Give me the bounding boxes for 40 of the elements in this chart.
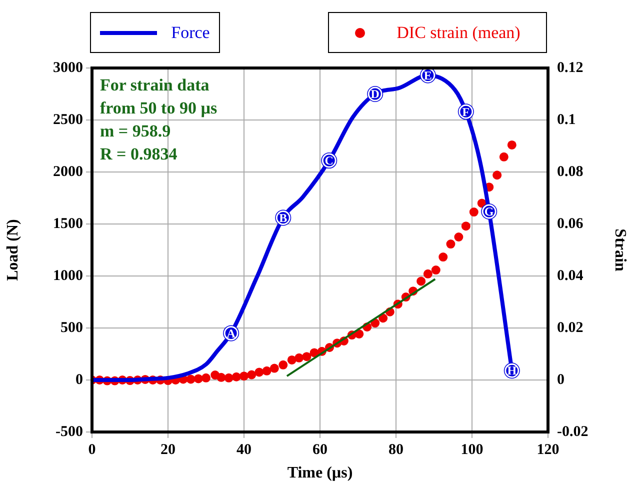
y-tick-label: -500 [56, 424, 83, 440]
x-tick-label: 0 [88, 442, 96, 458]
annotation: F [462, 104, 470, 119]
y2-tick-label: 0.08 [557, 164, 584, 180]
x-tick-label: 20 [160, 442, 176, 458]
annotation: H [507, 364, 518, 378]
y-tick-label: 0 [76, 372, 83, 388]
x-axis-title: Time (µs) [287, 464, 353, 482]
y-axis-title: Load (N) [4, 219, 22, 281]
y2-tick-label: 0.1 [557, 112, 576, 128]
y2-tick-label: 0.04 [557, 268, 584, 284]
annotation: A [226, 326, 236, 340]
annotation: C [324, 154, 334, 168]
x-tick-label: 80 [388, 442, 404, 458]
annotation: m = 958.9 [100, 121, 171, 140]
y-tick-label: 2500 [53, 112, 83, 128]
annotation: R = 0.9834 [100, 144, 178, 164]
legend-label: DIC strain (mean) [396, 22, 520, 42]
y2-tick-label: 0 [557, 372, 564, 388]
x-tick-label: 100 [460, 442, 484, 458]
y2-tick-label: 0.12 [557, 60, 584, 76]
x-tick-label: 60 [312, 442, 328, 458]
y2-axis-title: Strain [611, 228, 628, 272]
y2-tick-label: 0.06 [557, 216, 584, 232]
annotation: from 50 to 90 µs [100, 98, 218, 118]
legend-label: Force [171, 22, 210, 42]
y-tick-label: 3000 [53, 60, 83, 76]
x-tick-label: 120 [536, 442, 560, 458]
y2-tick-label: 0.02 [557, 320, 584, 336]
annotation: D [370, 87, 380, 102]
y2-tick-label: -0.02 [557, 424, 588, 440]
x-tick-label: 40 [236, 442, 252, 458]
y-tick-label: 1000 [53, 268, 83, 284]
annotation: For strain data [100, 75, 210, 94]
y-tick-label: 1500 [53, 216, 83, 232]
annotation: B [279, 210, 288, 225]
y-tick-label: 2000 [53, 164, 83, 180]
y-tick-label: 500 [60, 320, 83, 336]
annotation: G [484, 204, 494, 219]
annotation: E [424, 68, 432, 82]
